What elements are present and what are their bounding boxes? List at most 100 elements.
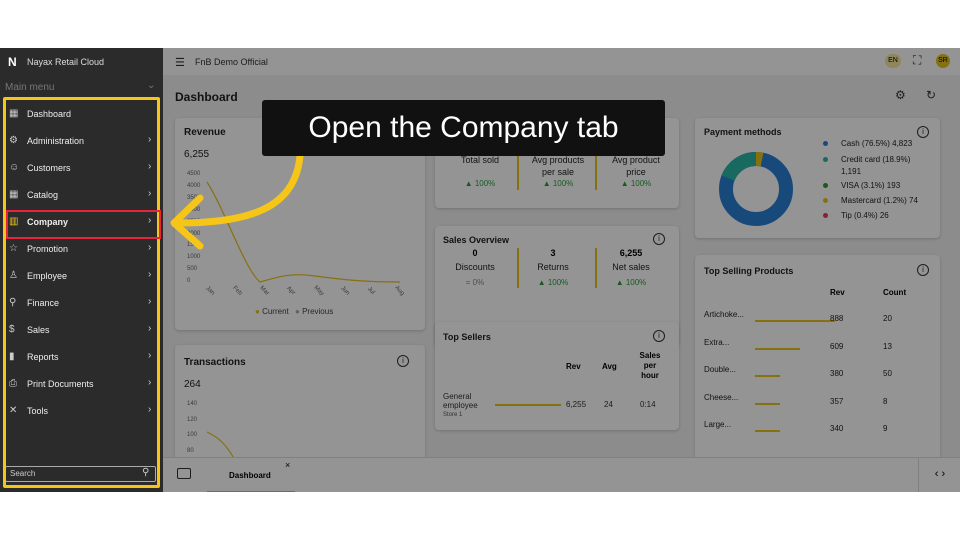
product-rev: 340 [830, 424, 844, 433]
menu-item[interactable]: ▮ Reports › [6, 346, 156, 368]
header[interactable]: Sales per hour [639, 351, 661, 380]
product-count: 50 [883, 369, 892, 378]
menu-chevron: › [148, 323, 152, 334]
metric-change: = 0% [465, 278, 485, 287]
tab[interactable]: Dashboard × [207, 458, 295, 492]
page-title: Dashboard [175, 90, 238, 104]
menu-icon: ⎙ [9, 378, 17, 389]
donut [719, 151, 793, 226]
menu-item[interactable]: ✕ Tools › [6, 400, 156, 422]
app: ☰ FnB Demo Official EN ⛶ SR Dashboard ⚙ … [0, 48, 960, 492]
menu-icon: ▮ [9, 351, 15, 362]
tab-close[interactable]: × [285, 460, 291, 470]
info[interactable]: i [917, 264, 929, 276]
transactions-total: 264 [184, 379, 201, 390]
header[interactable]: Rev [566, 362, 581, 371]
legend-label: VISA (3.1%) 193 [841, 181, 901, 190]
menu-icon: ⚲ [9, 297, 17, 308]
refresh[interactable]: ↻ [926, 88, 937, 102]
legend-dot [823, 157, 828, 162]
legend-label: Cash (76.5%) 4,823 [841, 139, 913, 148]
metric-value: 3 [550, 248, 556, 258]
rev: 6,255 [566, 400, 587, 409]
product-count: 8 [883, 396, 888, 406]
fullscreen[interactable]: ⛶ [913, 53, 922, 67]
menu-label: Customers [27, 163, 71, 173]
menu-chevron: › [148, 161, 152, 172]
top-sellers-card: Top Sellers i Rev Avg Sales per hour Gen… [435, 322, 679, 430]
legend: ● Current ● Previous [255, 307, 334, 316]
current-line [206, 181, 401, 283]
metric-label: Total sold [460, 155, 500, 165]
product-count: 9 [883, 424, 888, 433]
metric-value: 0 [472, 248, 478, 258]
divider [517, 248, 519, 288]
bar [755, 320, 835, 322]
y-tick-label: 500 [187, 266, 198, 273]
legend-dot [823, 198, 828, 203]
menu-label: Company [27, 217, 69, 227]
arrow [170, 152, 304, 250]
metric-value: 6,255 [619, 248, 643, 258]
product-name: Artichoke... [704, 310, 745, 319]
tab-nav[interactable]: ‹ › [918, 458, 960, 492]
legend-label: Tip (0.4%) 26 [841, 211, 889, 220]
header[interactable]: Rev [830, 288, 845, 297]
info[interactable]: i [653, 233, 665, 245]
menu-item[interactable]: ▥ Company › [6, 211, 156, 233]
bar [755, 347, 800, 350]
menu-item[interactable]: ⚙ Administration › [6, 130, 156, 152]
sidebar: N Nayax Retail Cloud Main menu ⌄ ▦ Dashbo… [0, 48, 163, 492]
tabs-icon[interactable] [177, 468, 191, 479]
y-tick-label: 4000 [187, 182, 201, 189]
menu-label: Promotion [27, 244, 69, 254]
menu-item[interactable]: ▦ Catalog › [6, 184, 156, 206]
menu-chevron: › [148, 296, 152, 307]
product-rev: 357 [830, 396, 844, 406]
menu-icon: ▥ [9, 216, 19, 227]
product-rev: 888 [830, 314, 844, 323]
menu-item[interactable]: ♙ Employee › [6, 265, 156, 287]
info[interactable]: i [397, 355, 409, 367]
menu-toggle[interactable]: ☰ [175, 57, 185, 69]
menu-item[interactable]: ⎙ Print Documents › [6, 373, 156, 395]
menu-icon: ✕ [9, 405, 18, 416]
y-tick-label: 120 [187, 416, 198, 423]
product-count: 20 [883, 314, 892, 323]
y-tick-label: 0 [187, 278, 191, 285]
legend-previous: Previous [302, 307, 334, 316]
settings[interactable]: ⚙ [895, 88, 906, 102]
menu-chevron: › [148, 350, 152, 361]
metric-label: Net sales [612, 262, 650, 272]
info[interactable]: i [917, 126, 929, 138]
legend-dot [823, 141, 828, 146]
divider [517, 154, 519, 190]
y-tick-label: 100 [187, 432, 198, 438]
info[interactable]: i [653, 330, 665, 342]
avg: 24 [604, 400, 613, 409]
menu-item[interactable]: ▦ Dashboard [6, 103, 156, 125]
menu-label: Reports [27, 352, 59, 362]
card-title: Transactions [184, 357, 246, 368]
product-count: 13 [883, 341, 892, 351]
language[interactable]: EN [885, 54, 901, 68]
menu-item[interactable]: $ Sales › [6, 319, 156, 341]
metric-change: ▲ 100% [464, 179, 496, 188]
menu-chevron: › [148, 269, 152, 280]
y-tick-label: 3000 [187, 206, 201, 213]
menu-label: Tools [27, 406, 49, 416]
product-rev: 609 [830, 341, 844, 351]
seller-name: General employee [443, 392, 478, 410]
y-tick-label: 4500 [187, 171, 201, 177]
avatar[interactable]: SR [936, 54, 950, 68]
transactions-line [206, 431, 236, 460]
products-card: Top Selling Products i Rev Count Articho… [695, 255, 940, 492]
menu-chevron: › [148, 377, 152, 388]
header[interactable]: Count [883, 288, 907, 297]
menu-item[interactable]: ☺ Customers › [6, 157, 156, 179]
product-name: Double... [704, 365, 737, 374]
menu-item[interactable]: ☆ Promotion › [6, 238, 156, 260]
product-name: Cheese... [704, 392, 739, 402]
header[interactable]: Avg [602, 362, 617, 371]
menu-item[interactable]: ⚲ Finance › [6, 292, 156, 314]
